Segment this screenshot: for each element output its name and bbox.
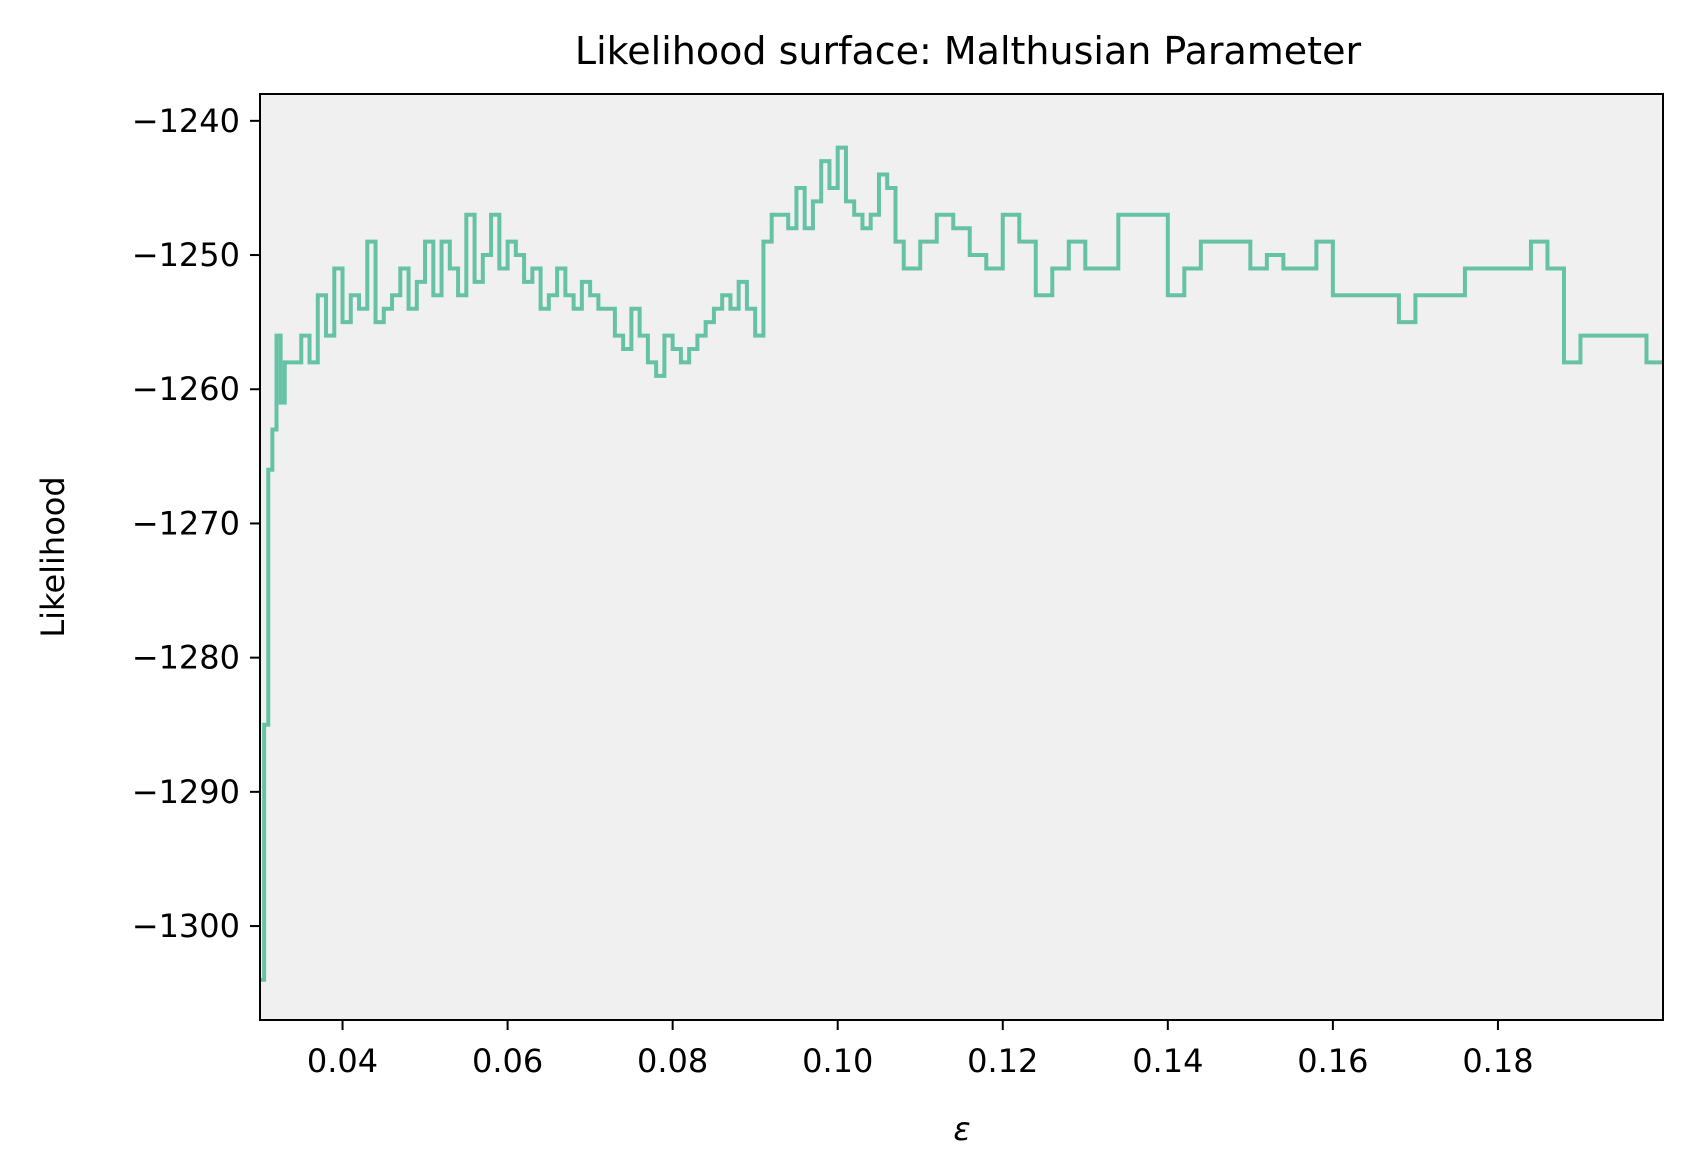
x-tick-label: 0.08 (637, 1042, 708, 1080)
y-tick-label: −1280 (132, 639, 240, 677)
x-tick-label: 0.18 (1462, 1042, 1533, 1080)
x-tick-label: 0.04 (307, 1042, 378, 1080)
y-axis-ticks: −1240 −1250 −1260 −1270 −1280 −1290 −1300 (132, 102, 260, 945)
x-tick-label: 0.06 (472, 1042, 543, 1080)
x-tick-label: 0.14 (1132, 1042, 1203, 1080)
x-axis-ticks: 0.04 0.06 0.08 0.10 0.12 0.14 0.16 0.18 (307, 1020, 1534, 1080)
x-tick-label: 0.12 (967, 1042, 1038, 1080)
y-tick-label: −1270 (132, 504, 240, 542)
series-layer (260, 145, 1663, 982)
series-line (260, 145, 1663, 982)
y-axis-label: Likelihood (34, 476, 72, 637)
plot-area (260, 94, 1663, 1020)
y-tick-label: −1290 (132, 773, 240, 811)
y-tick-label: −1240 (132, 102, 240, 140)
x-axis-label: ε (953, 1110, 970, 1148)
plot-frame (259, 93, 1664, 1021)
y-tick-label: −1250 (132, 236, 240, 274)
x-tick-label: 0.10 (802, 1042, 873, 1080)
y-tick-label: −1300 (132, 907, 240, 945)
chart-title: Likelihood surface: Malthusian Parameter (575, 29, 1362, 73)
y-tick-label: −1260 (132, 370, 240, 408)
x-tick-label: 0.16 (1297, 1042, 1368, 1080)
